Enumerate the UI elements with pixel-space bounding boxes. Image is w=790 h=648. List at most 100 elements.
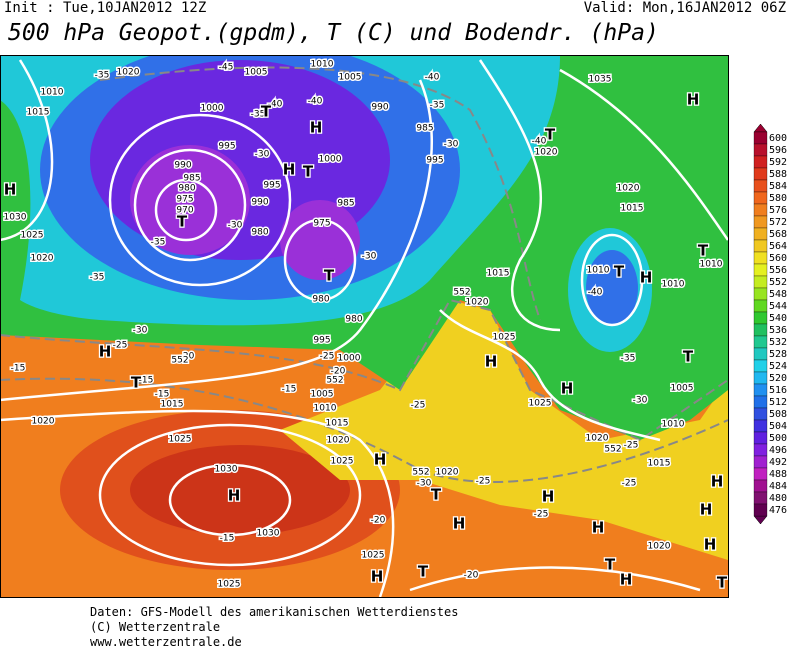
colorbar-swatch [753, 359, 768, 373]
violet-core [280, 200, 360, 280]
isoline-label: -30 [228, 221, 243, 231]
isoline-label: 552 [171, 356, 188, 366]
colorbar-label: 584 [769, 181, 787, 192]
isoline-label: -20 [331, 367, 346, 377]
isobar [98, 423, 362, 567]
isoline-label: 1020 [586, 434, 609, 444]
colorbar-label: 504 [769, 421, 787, 432]
high-marker: H [640, 269, 653, 287]
isoline-label: -35 [430, 101, 445, 111]
colorbar-label: 512 [769, 397, 787, 408]
isoline-label: 1000 [201, 104, 224, 114]
isoline-label: 980 [178, 184, 195, 194]
low-marker: T [545, 126, 556, 144]
isobar [439, 309, 661, 442]
colorbar-label: 524 [769, 361, 787, 372]
yellow-band [280, 300, 728, 560]
colorbar-swatch [753, 491, 768, 505]
map-border [0, 55, 729, 598]
colorbar-label: 488 [769, 469, 787, 480]
colorbar-label: 476 [769, 505, 787, 516]
isoline-label: 1010 [662, 280, 685, 290]
colorbar-label: 600 [769, 133, 787, 144]
valid-text: Valid: Mon,16JAN2012 06Z [584, 0, 786, 16]
high-marker: H [485, 353, 498, 371]
isoline-label: -40 [308, 97, 323, 107]
isoline-label: 1005 [671, 384, 694, 394]
isoline-label: -30 [255, 150, 270, 160]
warm-core-inner [130, 445, 350, 535]
high-marker: H [592, 519, 605, 537]
colorbar-swatch [753, 419, 768, 433]
isoline-label: -15 [220, 534, 235, 544]
isoline-label: 995 [218, 142, 235, 152]
isoline-label: 1025 [21, 231, 44, 241]
map-title: 500 hPa Geopot.(gpdm), T (C) und Bodendr… [8, 20, 659, 46]
isoline-label: 1015 [161, 400, 184, 410]
colorbar-label: 500 [769, 433, 787, 444]
isobar [0, 79, 433, 402]
isoline-label: 1020 [535, 148, 558, 158]
isoline-label: 1000 [319, 155, 342, 165]
colorbar-label: 520 [769, 373, 787, 384]
footer: Daten: GFS-Modell des amerikanischen Wet… [90, 605, 458, 648]
low-marker: T [683, 348, 694, 366]
colorbar-label: 544 [769, 301, 787, 312]
isoline-label: 975 [176, 195, 193, 205]
isoline-label: 1015 [621, 204, 644, 214]
footer-line: Daten: GFS-Modell des amerikanischen Wet… [90, 605, 458, 619]
high-marker: H [704, 536, 717, 554]
isoline-label: 980 [312, 295, 329, 305]
isoline-label: 1015 [487, 269, 510, 279]
isoline-label: -25 [113, 341, 128, 351]
blue-east [586, 250, 638, 326]
high-marker: H [711, 473, 724, 491]
colorbar-swatch [753, 179, 768, 193]
colorbar-swatch [753, 455, 768, 469]
isoline-label: 985 [337, 199, 354, 209]
high-marker: H [374, 451, 387, 469]
colorbar-label: 540 [769, 313, 787, 324]
isoline-label: 1025 [331, 457, 354, 467]
isoline-label: -15 [11, 364, 26, 374]
isoline-label: -30 [444, 140, 459, 150]
colorbar-swatch [753, 227, 768, 241]
isoline-label: 985 [183, 174, 200, 184]
isoline-label: -35 [621, 354, 636, 364]
isoline-label: -15 [139, 376, 154, 386]
isobar [0, 59, 54, 242]
isoline-label: 1025 [218, 580, 241, 590]
high-marker: H [700, 501, 713, 519]
high-marker: H [4, 181, 17, 199]
isoline-label: -40 [588, 288, 603, 298]
isobar [580, 233, 644, 327]
isoline-label: -30 [417, 479, 432, 489]
colorbar-swatch [753, 275, 768, 289]
colorbar-arrow [753, 515, 768, 525]
colorbar-label: 496 [769, 445, 787, 456]
isoline-label: 1010 [662, 420, 685, 430]
isoline-label: 552 [453, 288, 470, 298]
isoline-label: -25 [622, 479, 637, 489]
low-marker: T [261, 103, 272, 121]
isoline-label: -25 [624, 441, 639, 451]
isoline-label: 995 [313, 336, 330, 346]
colorbar-swatch [753, 239, 768, 253]
isoline-label: -35 [251, 110, 266, 120]
isoline-label: -25 [411, 401, 426, 411]
isoline-label: 1020 [117, 68, 140, 78]
footer-line: www.wetterzentrale.de [90, 635, 242, 648]
init-text: Init : Tue,10JAN2012 12Z [4, 0, 206, 16]
isoline-label: 1010 [314, 404, 337, 414]
isoline-label: 980 [345, 315, 362, 325]
colorbar: 6005965925885845805765725685645605565525… [753, 123, 787, 525]
low-marker: T [177, 213, 188, 231]
colorbar-label: 568 [769, 229, 787, 240]
low-marker: T [431, 486, 442, 504]
isoline-label: -15 [282, 385, 297, 395]
isoline-label: -20 [371, 516, 386, 526]
isoline-label: -30 [633, 396, 648, 406]
